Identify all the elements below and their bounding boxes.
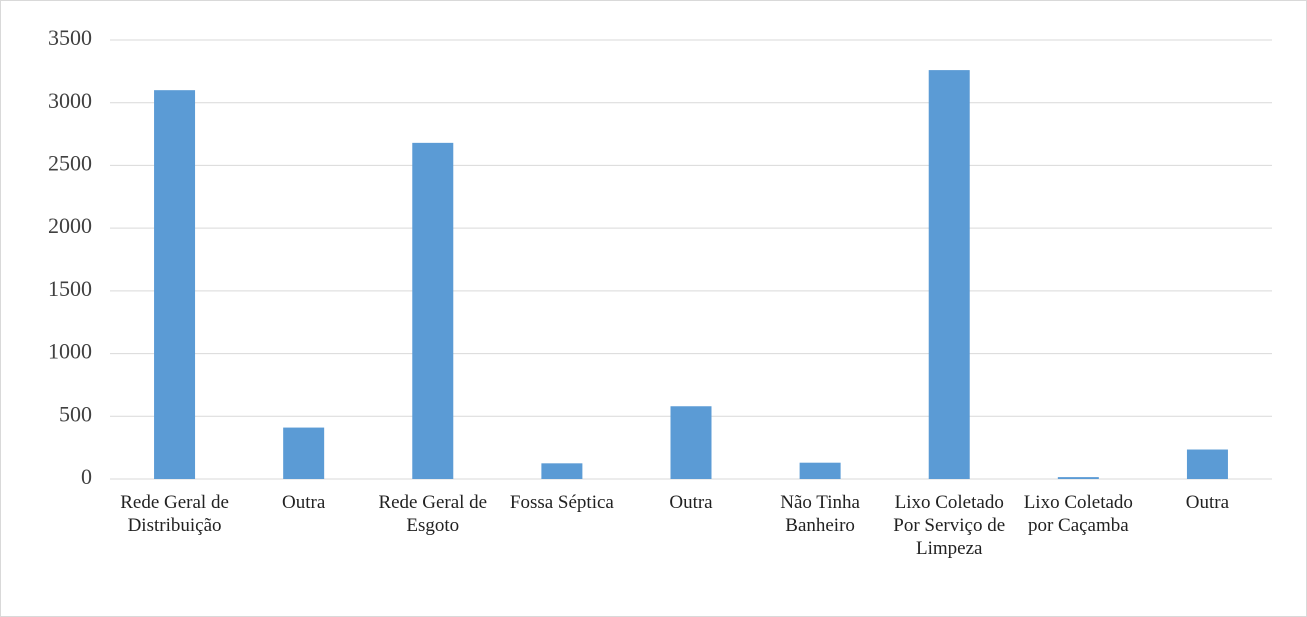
y-tick-label: 1000 <box>48 339 92 364</box>
y-tick-label: 2000 <box>48 213 92 238</box>
y-tick-label: 500 <box>59 401 92 426</box>
x-tick-label: Lixo Coletado Por Serviço de Limpeza <box>893 492 1006 559</box>
y-tick-label: 2500 <box>48 150 92 175</box>
y-tick-label: 3500 <box>48 25 92 50</box>
x-tick-label: Fossa Séptica <box>509 492 614 513</box>
bar <box>1057 477 1099 479</box>
bar <box>412 142 454 479</box>
x-tick-label: Rede Geral de Esgoto <box>378 492 488 536</box>
y-tick-label: 3000 <box>48 88 92 113</box>
x-tick-label: Outra <box>1185 492 1230 513</box>
x-tick-label: Lixo Coletado por Caçamba <box>1023 492 1133 536</box>
bar <box>928 70 970 480</box>
y-tick-label: 0 <box>81 464 92 489</box>
x-tick-label: Outra <box>282 492 326 513</box>
x-tick-label: Rede Geral de Distribuição <box>120 492 229 536</box>
x-tick-label: Não Tinha Banheiro <box>780 492 860 536</box>
bar <box>283 427 325 479</box>
bar <box>670 406 712 479</box>
bar <box>799 462 841 479</box>
bar <box>541 463 583 479</box>
bar <box>1186 449 1228 479</box>
bar <box>154 90 196 480</box>
x-tick-label: Outra <box>669 492 713 513</box>
y-tick-label: 1500 <box>48 276 92 301</box>
